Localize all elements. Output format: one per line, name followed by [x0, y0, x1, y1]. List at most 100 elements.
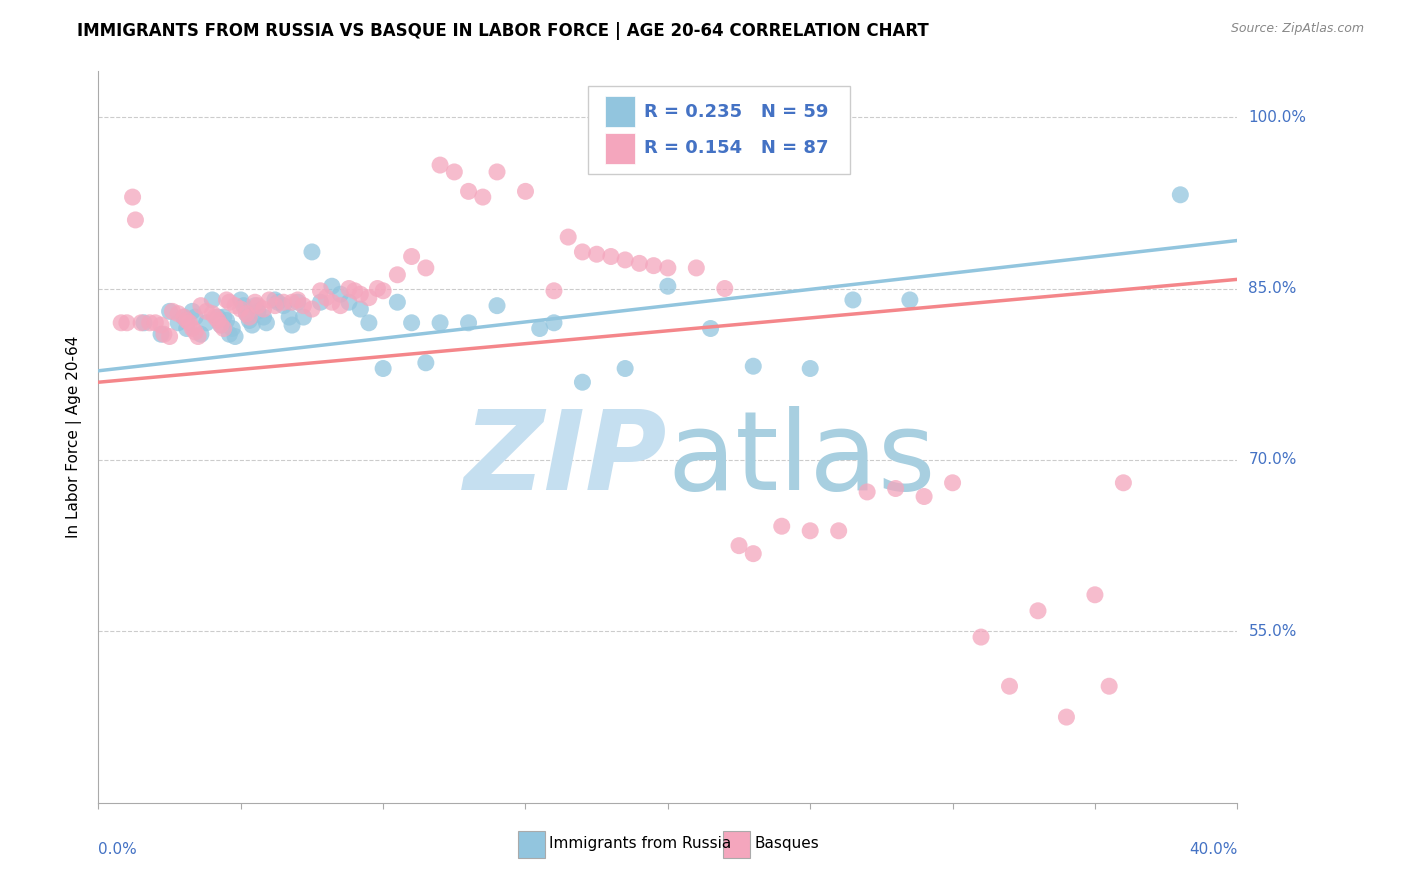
Text: R = 0.235   N = 59: R = 0.235 N = 59 [644, 103, 828, 120]
Point [828, 524, 851, 538]
Point [179, 316, 201, 330]
Point [150, 318, 173, 332]
Point [273, 299, 295, 313]
Point [287, 293, 309, 307]
Point [278, 310, 301, 324]
Point [309, 284, 332, 298]
Point [212, 310, 235, 324]
Point [138, 316, 160, 330]
Point [195, 304, 218, 318]
Point [842, 293, 865, 307]
FancyBboxPatch shape [605, 96, 636, 127]
Point [209, 318, 232, 332]
Point [884, 482, 907, 496]
Point [132, 316, 155, 330]
Y-axis label: In Labor Force | Age 20-64: In Labor Force | Age 20-64 [66, 336, 83, 538]
Point [181, 304, 204, 318]
Point [1056, 710, 1078, 724]
Point [366, 281, 388, 295]
Text: atlas: atlas [668, 406, 936, 513]
Point [998, 679, 1021, 693]
Point [243, 295, 266, 310]
Point [173, 310, 195, 324]
Point [238, 310, 260, 324]
Point [373, 361, 395, 376]
Point [162, 304, 184, 318]
Point [1026, 604, 1049, 618]
Point [267, 295, 290, 310]
Point [238, 313, 260, 327]
Point [235, 307, 257, 321]
Text: 40.0%: 40.0% [1189, 842, 1237, 856]
Point [337, 281, 360, 295]
Point [207, 313, 229, 327]
Point [173, 310, 195, 324]
Point [685, 260, 707, 275]
Point [1170, 187, 1192, 202]
Point [259, 293, 281, 307]
Point [349, 302, 371, 317]
Point [215, 293, 238, 307]
Point [167, 307, 190, 321]
Point [799, 524, 821, 538]
Point [243, 299, 266, 313]
Point [898, 293, 921, 307]
Point [232, 299, 254, 313]
Point [124, 213, 146, 227]
Point [912, 490, 935, 504]
Point [184, 310, 207, 324]
Point [529, 321, 551, 335]
Point [1084, 588, 1107, 602]
Point [281, 318, 304, 332]
Point [264, 299, 287, 313]
Point [515, 185, 537, 199]
Point [301, 302, 323, 317]
Point [218, 295, 240, 310]
FancyBboxPatch shape [605, 133, 636, 163]
Point [221, 321, 243, 335]
Point [264, 293, 287, 307]
Point [401, 316, 423, 330]
Point [246, 304, 269, 318]
Point [714, 281, 737, 295]
Point [401, 250, 423, 264]
Point [190, 327, 212, 342]
Point [628, 256, 651, 270]
Point [387, 268, 409, 282]
Point [229, 302, 252, 317]
Point [195, 316, 218, 330]
Point [240, 318, 263, 332]
Point [246, 299, 269, 313]
Point [153, 327, 176, 342]
Point [349, 287, 371, 301]
Point [1112, 475, 1135, 490]
Point [699, 321, 721, 335]
Point [292, 299, 315, 313]
Point [224, 329, 246, 343]
Point [207, 310, 229, 324]
Point [387, 295, 409, 310]
Point [309, 295, 332, 310]
Point [357, 316, 380, 330]
Point [343, 284, 366, 298]
Point [614, 361, 637, 376]
Point [201, 307, 224, 321]
Text: 85.0%: 85.0% [1249, 281, 1296, 296]
Point [254, 316, 277, 330]
Point [218, 327, 240, 342]
Point [614, 252, 637, 267]
Point [224, 299, 246, 313]
Point [942, 475, 965, 490]
Point [415, 356, 437, 370]
Point [373, 284, 395, 298]
Point [145, 316, 167, 330]
Point [190, 299, 212, 313]
Point [571, 244, 593, 259]
Point [176, 321, 198, 335]
Point [129, 316, 152, 330]
Point [728, 539, 751, 553]
Text: ZIP: ZIP [464, 406, 668, 513]
Point [204, 310, 226, 324]
Point [315, 291, 337, 305]
Point [799, 361, 821, 376]
